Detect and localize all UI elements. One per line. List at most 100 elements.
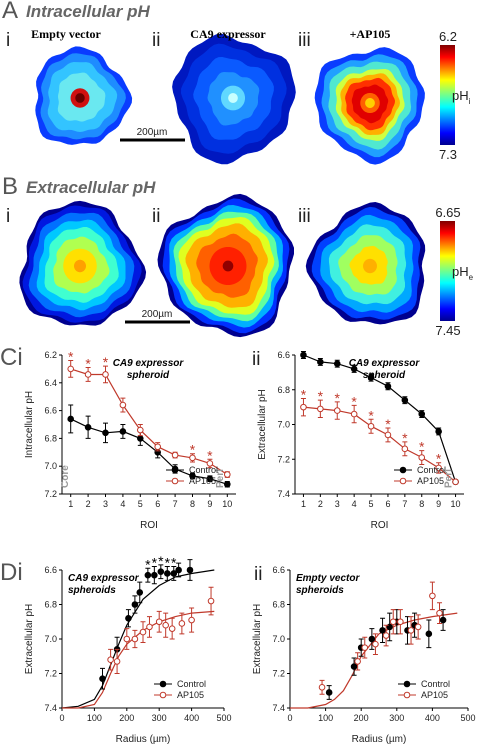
data-point [401,445,409,453]
significance-star: * [351,393,357,409]
y-axis-label: Extracellular pH [252,604,263,675]
image-caption: CA9 expressor [190,27,266,41]
x-tick-label: 200 [354,713,369,723]
data-point [137,435,144,442]
data-point [367,422,375,430]
x-tick-label: 400 [184,713,199,723]
colorbar [440,221,455,321]
data-point [178,620,186,627]
panel-numeral: ii [252,349,260,370]
data-point [146,623,153,631]
x-tick-label: 3 [103,499,108,509]
contour-band [365,98,375,108]
significance-star: * [207,447,213,463]
spheroid-image [19,200,147,326]
legend-label: AP105 [417,476,444,486]
y-tick-label: 7.2 [272,669,285,679]
data-point [84,423,92,431]
data-point [418,454,426,461]
chart-title: spheroids [296,585,344,596]
x-tick-label: 6 [385,499,390,509]
data-point [300,403,307,411]
legend-marker [403,691,411,699]
y-tick-label: 6.6 [44,565,57,575]
data-point [155,618,163,626]
colorbar-min: 7.3 [439,147,457,162]
legend-label: AP105 [421,690,448,700]
data-point [224,471,231,478]
x-tick-label: 100 [87,713,102,723]
data-point [189,454,196,462]
data-point [207,597,215,605]
colorbar-label: pHi [452,88,471,106]
x-axis-label: Radius (µm) [116,734,171,745]
fit-curve [62,610,215,709]
data-point [372,640,379,648]
panel-numeral: iii [298,30,311,51]
x-axis-label: ROI [140,520,158,531]
panel-numeral: ii [152,30,160,51]
data-point [401,396,409,404]
chart-title: CA9 expressor [113,358,185,369]
data-point [389,618,397,626]
significance-star: * [158,553,164,569]
contour-band [75,93,85,103]
chart-title: spheroids [68,585,116,596]
x-tick-label: 10 [451,499,461,509]
data-point [206,460,214,467]
spheroid-image [157,193,294,338]
spheroid-image [314,47,425,165]
x-tick-label: 7 [173,499,178,509]
legend-marker [159,680,167,688]
significance-star: * [152,555,158,571]
data-point [125,615,132,622]
data-point [168,625,176,632]
data-point [418,410,426,418]
legend-label: AP105 [189,476,216,486]
y-axis-label: Extracellular pH [257,389,268,460]
data-point [119,428,127,435]
data-point [139,628,147,636]
data-point [384,382,392,390]
x-tick-label: 1 [68,499,73,509]
data-point [397,618,404,626]
x-tick-label: 8 [190,499,195,509]
significance-star: * [145,556,151,572]
data-point [384,431,392,439]
data-point [350,410,358,418]
colorbar-label-main: pH [452,88,469,103]
data-point [325,689,333,696]
data-point [206,475,214,483]
y-tick-label: 7.0 [272,634,285,644]
panel-letter: Ci [0,344,23,371]
legend-marker [403,680,411,688]
colorbar-min: 7.45 [435,323,460,338]
chart-title: CA9 expressor [349,358,421,369]
region-note: Peri [443,469,454,488]
data-point [119,401,127,409]
x-tick-label: 9 [207,499,212,509]
chart-title: CA9 expressor [68,573,140,584]
data-point [154,443,161,451]
fit-curve [61,569,215,709]
data-point [354,658,361,665]
data-point [102,429,109,437]
y-tick-label: 6.6 [44,406,57,416]
x-axis-label: Radius (µm) [352,734,407,745]
colorbar-label-main: pH [452,264,469,279]
data-point [175,566,182,574]
legend-marker [171,466,179,474]
y-tick-label: 6.4 [44,378,57,388]
data-point [435,464,442,472]
y-tick-label: 7.0 [44,461,57,471]
data-point [317,358,324,366]
spheroid-image [305,202,426,325]
y-tick-label: 7.4 [277,489,290,499]
data-point [435,428,442,435]
data-point [350,365,358,373]
y-tick-label: 6.8 [44,433,57,443]
contour-band [228,93,238,103]
data-point [107,656,114,664]
y-tick-label: 7.4 [272,703,285,713]
